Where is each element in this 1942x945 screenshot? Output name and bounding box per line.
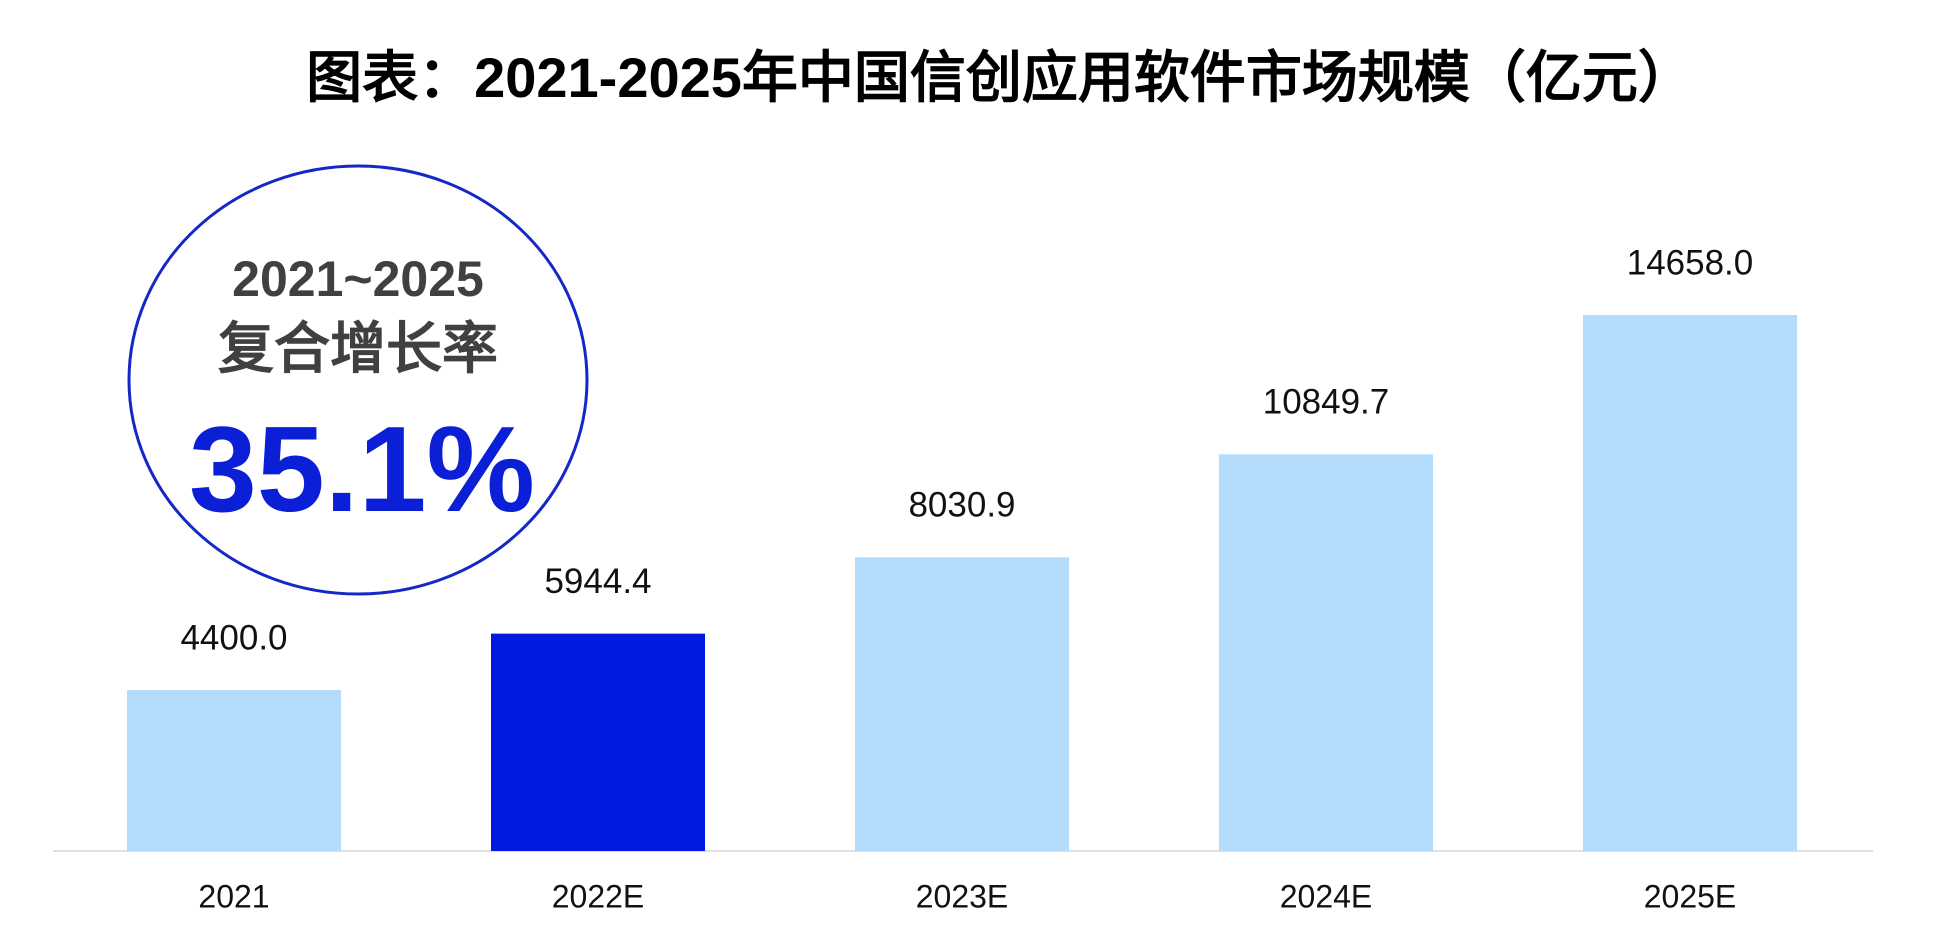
annotation-circle (127, 164, 589, 596)
bar (491, 633, 705, 851)
annotation: 2021~2025 (232, 251, 484, 307)
bar (855, 557, 1069, 851)
bar (1219, 454, 1433, 851)
value-label: 8030.9 (908, 486, 1015, 525)
bar (1583, 315, 1797, 851)
x-tick-label: 2025E (1644, 878, 1737, 914)
x-tick-label: 2023E (916, 878, 1009, 914)
x-tick-label: 2022E (552, 878, 645, 914)
chart-title: 图表：2021-2025年中国信创应用软件市场规模（亿元） (306, 46, 1694, 109)
value-label: 10849.7 (1263, 383, 1390, 422)
x-tick-label: 2024E (1280, 878, 1373, 914)
annotation: 35.1% (189, 401, 535, 537)
value-label: 5944.4 (544, 562, 651, 601)
value-label: 4400.0 (180, 618, 287, 657)
value-label: 14658.0 (1627, 243, 1754, 282)
annotation: 复合增长率 (218, 317, 498, 380)
x-tick-label: 2021 (198, 878, 269, 914)
bar (127, 690, 341, 851)
